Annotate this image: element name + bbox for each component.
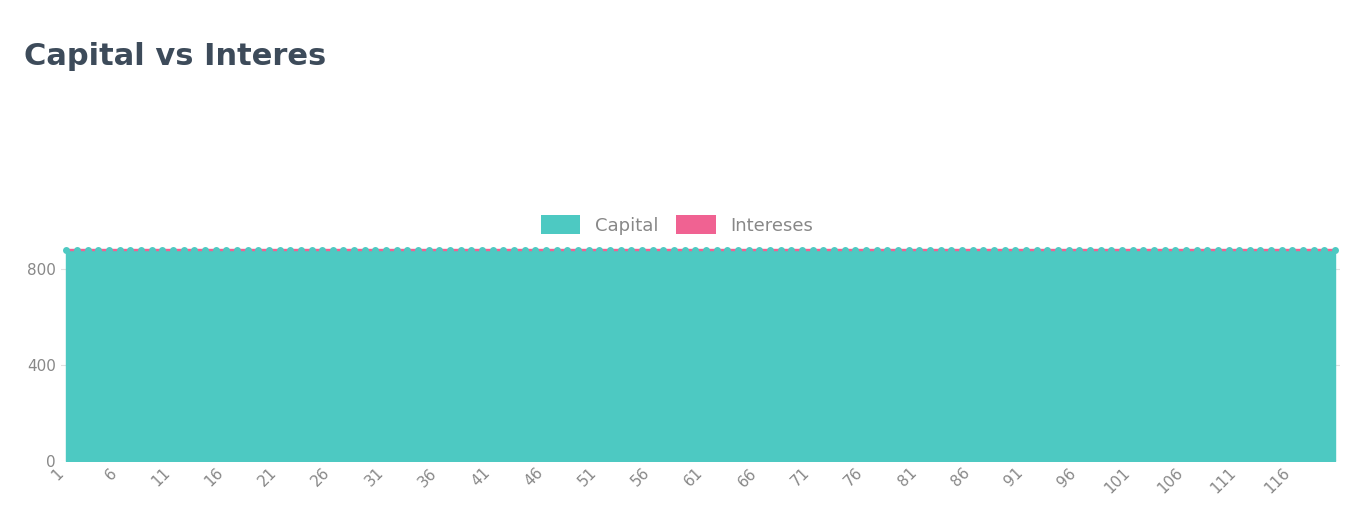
Legend: Capital, Intereses: Capital, Intereses: [533, 208, 821, 242]
Text: Capital vs Interes: Capital vs Interes: [24, 42, 326, 71]
